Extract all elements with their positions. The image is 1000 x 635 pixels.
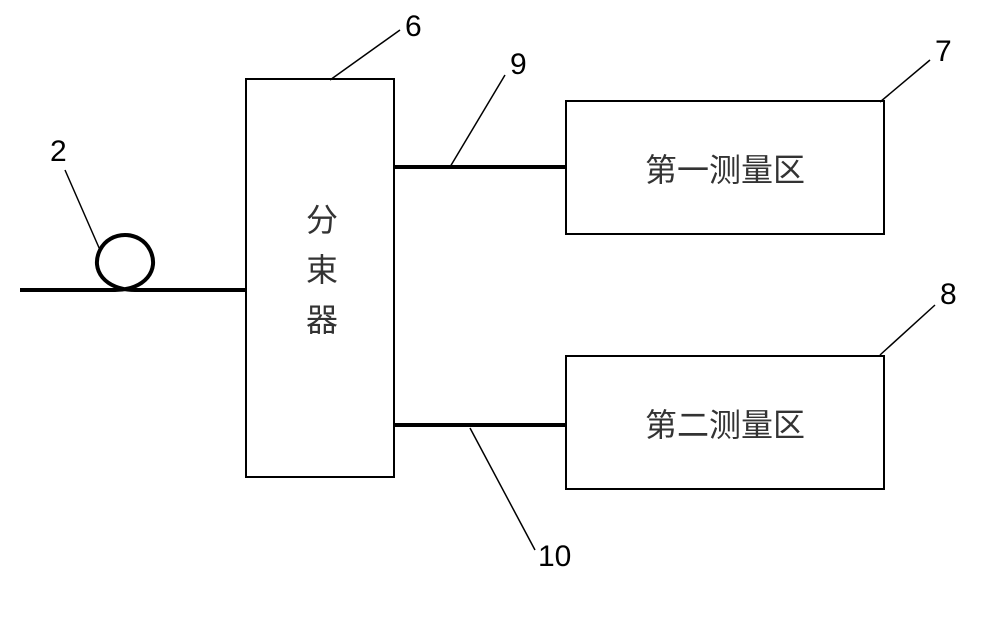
callout-2: 2 xyxy=(50,135,67,169)
callout-7: 7 xyxy=(935,35,952,69)
callout-line-2 xyxy=(65,170,100,250)
callout-9: 9 xyxy=(510,48,527,82)
diagram-svg xyxy=(0,0,1000,635)
callout-line-8 xyxy=(880,305,935,355)
callout-line-9 xyxy=(450,75,505,167)
input-fiber xyxy=(20,235,245,290)
callout-line-6 xyxy=(330,30,400,80)
callout-10: 10 xyxy=(538,540,571,574)
diagram-container: 分束器 第一测量区 第二测量区 6 2 9 7 8 10 xyxy=(0,0,1000,635)
callout-6: 6 xyxy=(405,10,422,44)
callout-line-10 xyxy=(470,428,535,550)
callout-line-7 xyxy=(880,60,930,102)
callout-8: 8 xyxy=(940,278,957,312)
